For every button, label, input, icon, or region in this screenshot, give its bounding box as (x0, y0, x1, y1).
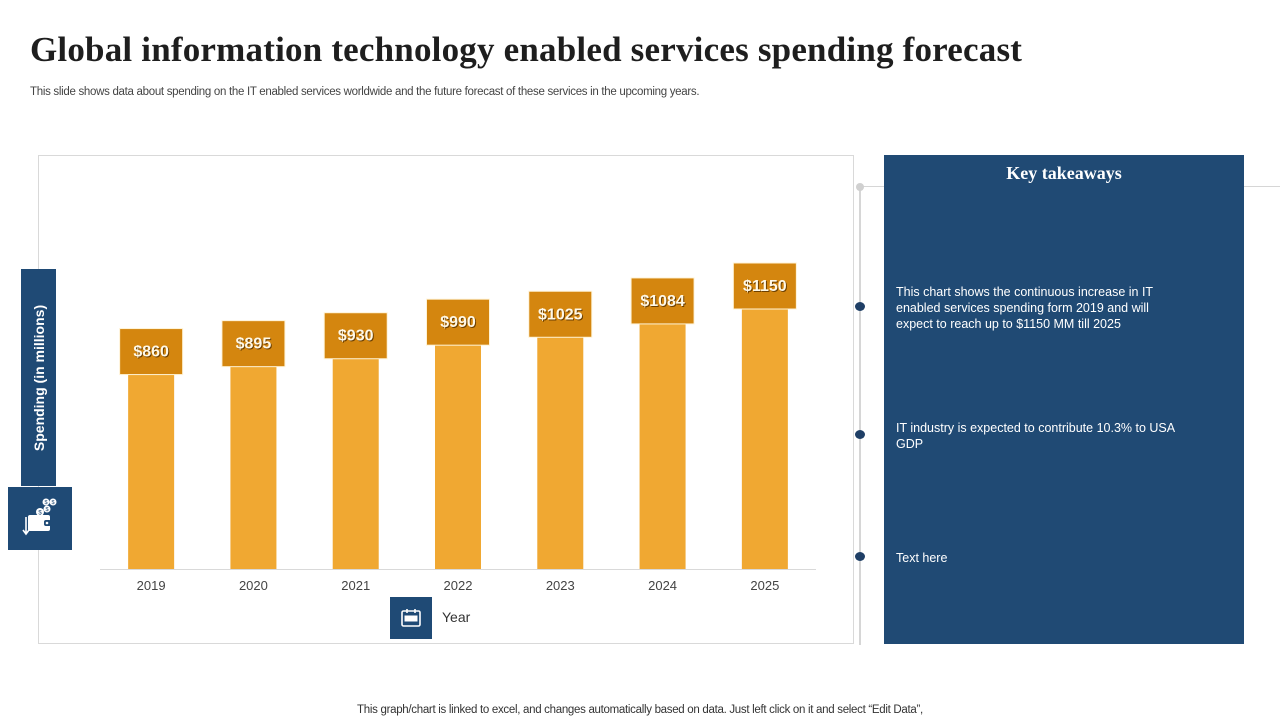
timeline-dot (855, 552, 865, 561)
data-label: $1084 (640, 293, 685, 310)
data-label-box (426, 298, 490, 346)
y-axis-label-box: Spending (in millions) (21, 269, 56, 486)
data-label: $1025 (538, 306, 583, 323)
bar-2025[interactable] (741, 309, 788, 569)
slide-title: Global information technology enabled se… (30, 30, 1023, 69)
timeline-dot (855, 302, 865, 311)
takeaway-item: Text here (896, 551, 948, 565)
data-label: $1150 (743, 278, 787, 295)
timeline-line (859, 187, 861, 645)
svg-text:$: $ (51, 500, 54, 506)
data-label-shadow: $930 (339, 329, 375, 346)
bar-2021[interactable] (332, 358, 379, 569)
data-label-shadow: $1150 (744, 279, 788, 296)
data-label-box (119, 328, 184, 376)
y-axis-icon-box: $ $ $ $ (8, 487, 72, 550)
data-label-box (323, 312, 388, 360)
data-label-box (221, 320, 286, 368)
x-axis-icon-box (390, 597, 432, 639)
svg-text:$: $ (44, 500, 47, 506)
x-tick-label: 2024 (648, 578, 677, 593)
data-label: $990 (440, 314, 476, 331)
takeaway-item: IT industry is expected to contribute 10… (896, 421, 1175, 451)
y-axis-label: Spending (in millions) (30, 304, 47, 451)
x-tick-label: 2023 (546, 578, 575, 593)
panel-title: Key takeaways (1006, 163, 1122, 183)
svg-text:$: $ (45, 507, 48, 513)
calendar-icon (401, 609, 421, 627)
data-label: $930 (338, 328, 374, 345)
svg-text:$: $ (38, 510, 42, 516)
wallet-money-icon: $ $ $ $ (22, 498, 57, 535)
x-tick-label: 2019 (137, 578, 166, 593)
data-label: $895 (236, 336, 272, 353)
footer-note: This graph/chart is linked to excel, and… (357, 704, 923, 716)
takeaway-item: This chart shows the continuous increase… (896, 285, 1153, 331)
bar-2022[interactable] (435, 345, 481, 569)
slide-subtitle: This slide shows data about spending on … (30, 86, 700, 98)
data-label-shadow: $990 (441, 315, 477, 332)
x-tick-label: 2021 (341, 578, 370, 593)
data-label-shadow: $1025 (539, 307, 584, 324)
data-label-box (630, 277, 695, 325)
bar-2020[interactable] (230, 366, 277, 569)
x-tick-label: 2022 (444, 578, 473, 593)
data-label-shadow: $1084 (641, 294, 686, 311)
key-takeaways-panel: Key takeaways This chart shows the conti… (884, 155, 1244, 644)
timeline-start-dot (856, 183, 864, 191)
timeline-dot (855, 430, 865, 439)
data-label: $860 (133, 344, 169, 361)
x-tick-label: 2025 (750, 578, 779, 593)
x-tick-label: 2020 (239, 578, 268, 593)
data-label-box (732, 262, 797, 310)
x-axis-label: Year (442, 609, 471, 625)
data-label-box (528, 290, 593, 338)
bar-2023[interactable] (537, 337, 584, 569)
data-label-shadow: $860 (134, 345, 170, 362)
bar-2024[interactable] (639, 323, 686, 569)
data-label-shadow: $895 (237, 337, 273, 354)
bar-2019[interactable] (128, 374, 175, 569)
